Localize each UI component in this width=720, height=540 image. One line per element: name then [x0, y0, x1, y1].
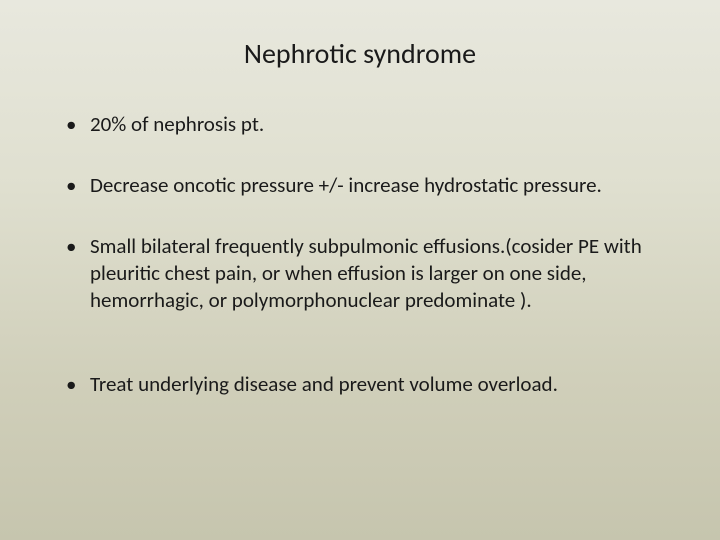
slide-title: Nephrotic syndrome: [48, 36, 672, 71]
bullet-item: Treat underlying disease and prevent vol…: [66, 371, 672, 398]
bullet-item: 20% of nephrosis pt.: [66, 111, 672, 138]
bullet-list: 20% of nephrosis pt. Decrease oncotic pr…: [48, 111, 672, 398]
bullet-item: Decrease oncotic pressure +/- increase h…: [66, 172, 672, 199]
slide-background: Nephrotic syndrome 20% of nephrosis pt. …: [0, 0, 720, 540]
bullet-item: Small bilateral frequently subpulmonic e…: [66, 233, 672, 314]
